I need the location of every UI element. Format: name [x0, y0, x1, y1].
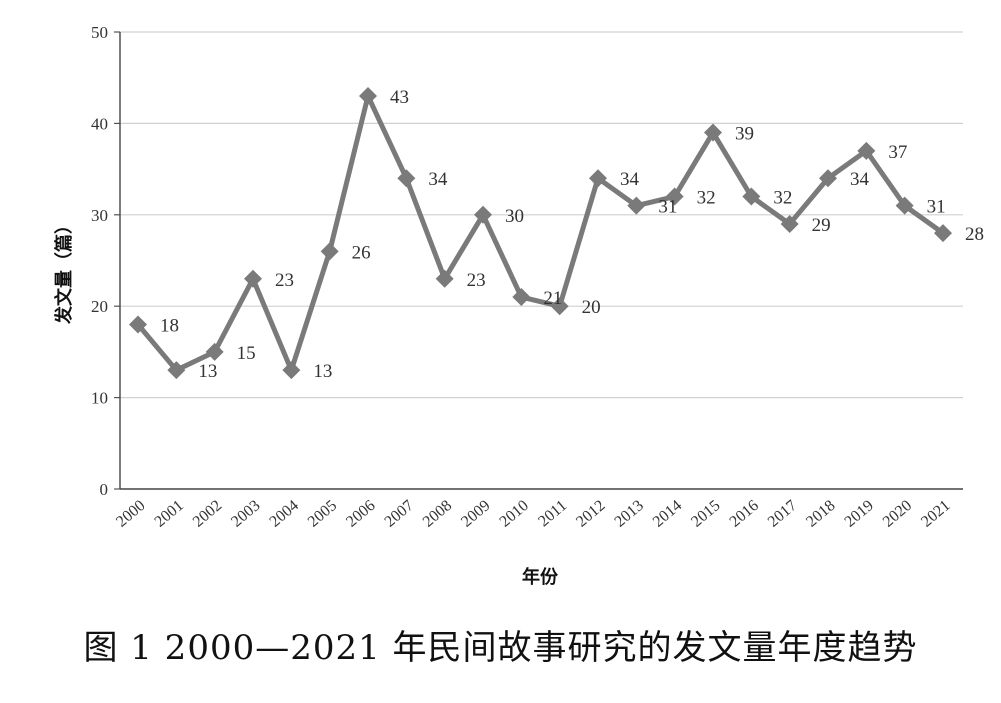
data-label: 26 [352, 242, 371, 263]
y-tick-label: 40 [91, 114, 108, 133]
data-label: 43 [390, 87, 409, 108]
data-point [627, 196, 646, 215]
x-tick-label: 2000 [113, 497, 148, 531]
data-label: 39 [735, 124, 754, 145]
data-label: 34 [620, 169, 640, 190]
data-point [129, 315, 147, 334]
x-tick-label: 2017 [765, 497, 800, 531]
x-tick-label: 2003 [228, 497, 263, 531]
x-tick-label: 2002 [190, 497, 225, 531]
figure-caption: 图 1 2000—2021 年民间故事研究的发文量年度趋势 [83, 628, 918, 668]
data-label: 32 [773, 188, 792, 209]
y-tick-label: 10 [91, 389, 108, 408]
data-point [320, 242, 339, 261]
x-tick-label: 2021 [918, 497, 953, 531]
x-tick-label: 2020 [880, 497, 915, 531]
data-label: 31 [927, 197, 946, 218]
series-line [136, 93, 945, 373]
x-tick-label: 2018 [803, 497, 838, 531]
data-point [895, 196, 914, 215]
data-point [742, 187, 761, 206]
x-tick-label: 2001 [151, 497, 186, 531]
y-tick-label: 0 [100, 480, 109, 499]
data-label: 34 [428, 169, 448, 190]
data-label: 30 [505, 206, 524, 227]
line-chart: 0 10 20 30 40 50 2000 2001 2002 2003 2004 2005 2006… [53, 23, 984, 588]
y-tick-label: 30 [91, 206, 108, 225]
data-label: 34 [850, 169, 870, 190]
data-point [512, 288, 531, 307]
x-tick-label: 2004 [266, 497, 301, 531]
data-point [857, 141, 876, 160]
x-tick-label: 2009 [458, 497, 493, 531]
data-point [780, 214, 799, 233]
data-point [244, 269, 262, 288]
data-label: 20 [582, 297, 601, 318]
y-tick-label: 50 [91, 23, 108, 42]
x-tick-label: 2015 [688, 497, 723, 531]
data-point [359, 86, 377, 105]
data-label: 31 [658, 197, 677, 218]
x-tick-label: 2007 [381, 497, 416, 531]
series [129, 86, 952, 380]
data-label: 13 [313, 361, 332, 382]
data-label: 37 [888, 142, 907, 163]
y-tick-labels: 0 10 20 30 40 50 [91, 23, 108, 499]
data-label: 32 [697, 188, 716, 209]
data-point [435, 269, 454, 288]
y-tick-label: 20 [91, 297, 108, 316]
x-tick-label: 2014 [650, 497, 685, 531]
data-point [167, 361, 186, 380]
data-labels: 18 13 15 23 13 26 43 34 23 30 21 20 34 31 32 39 32 29 34 37… [160, 87, 984, 382]
data-label: 15 [237, 343, 256, 364]
data-label: 29 [812, 215, 831, 236]
data-point [474, 205, 492, 224]
data-point [282, 361, 301, 380]
data-point [665, 187, 684, 206]
x-tick-label: 2010 [496, 497, 531, 531]
data-point [704, 123, 722, 142]
x-tick-label: 2006 [343, 497, 378, 531]
data-point [550, 297, 569, 316]
x-tick-label: 2011 [535, 497, 570, 530]
chart-svg: 0 10 20 30 40 50 2000 2001 2002 2003 2004 2005 2006… [53, 23, 984, 588]
data-label: 21 [543, 288, 562, 309]
data-label: 28 [965, 224, 984, 245]
axes [114, 31, 963, 490]
data-label: 18 [160, 315, 179, 336]
data-point [934, 224, 952, 243]
data-point [205, 342, 224, 361]
data-label: 13 [198, 361, 217, 382]
data-point [819, 169, 837, 188]
x-tick-label: 2013 [611, 497, 646, 531]
x-axis-title: 年份 [522, 566, 559, 588]
x-tick-label: 2016 [726, 497, 761, 531]
x-tick-label: 2019 [841, 497, 876, 531]
x-tick-label: 2008 [420, 497, 455, 531]
x-tick-label: 2012 [573, 497, 608, 531]
gridlines [120, 31, 963, 399]
data-point [397, 169, 416, 188]
y-axis-title: 发文量（篇） [53, 216, 75, 325]
data-label: 23 [467, 270, 486, 291]
x-tick-label: 2005 [305, 497, 340, 531]
data-label: 23 [275, 270, 294, 291]
data-point [589, 169, 607, 188]
x-tick-labels: 2000 2001 2002 2003 2004 2005 2006 2007 2008 2009… [113, 497, 953, 531]
